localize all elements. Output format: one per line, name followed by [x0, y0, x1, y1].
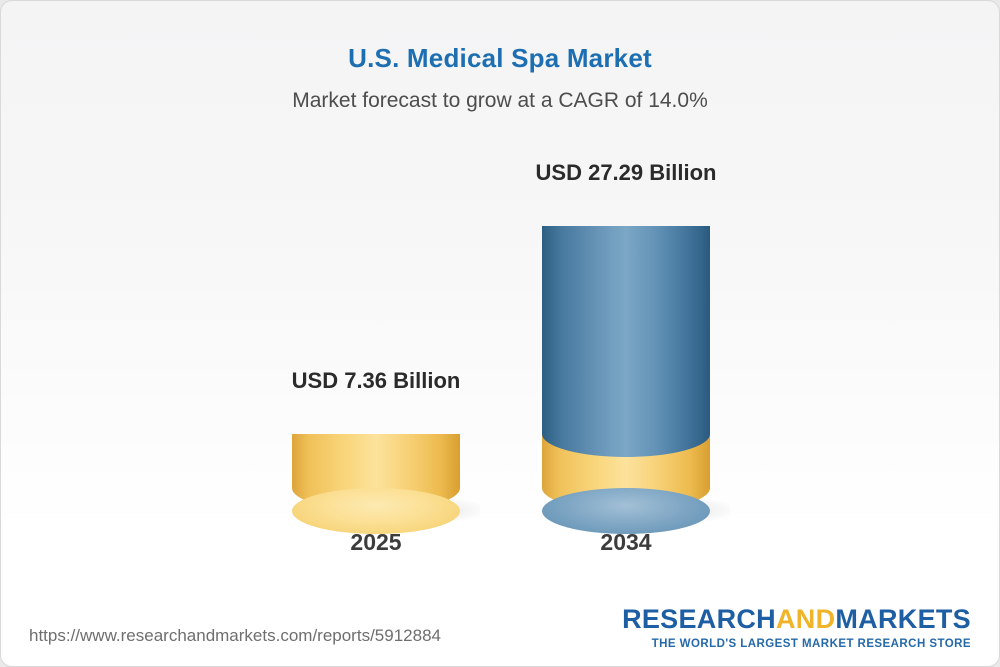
- chart-subtitle: Market forecast to grow at a CAGR of 14.…: [292, 89, 708, 112]
- report-url-link[interactable]: https://www.researchandmarkets.com/repor…: [29, 626, 441, 645]
- cylinder-2034-top: [542, 488, 710, 534]
- research-and-markets-logo: RESEARCHANDMARKETS THE WORLD'S LARGEST M…: [622, 606, 971, 651]
- cylinder-2025-top: [292, 488, 460, 534]
- logo-wordmark: RESEARCHANDMARKETS: [622, 606, 971, 633]
- axis-label-2034: 2034: [600, 529, 652, 555]
- chart-title: U.S. Medical Spa Market: [348, 43, 652, 73]
- axis-label-2025: 2025: [350, 529, 402, 555]
- logo-part-markets: MARKETS: [835, 604, 971, 634]
- cylinder-2034: [542, 226, 710, 511]
- logo-tagline: THE WORLD'S LARGEST MARKET RESEARCH STOR…: [651, 638, 971, 650]
- logo-part-and: AND: [775, 604, 836, 634]
- value-label-2025: USD 7.36 Billion: [291, 368, 461, 394]
- cylinder-2034-upper-segment: [542, 226, 710, 458]
- value-label-2034: USD 27.29 Billion: [535, 160, 717, 185]
- logo-part-research: RESEARCH: [622, 604, 776, 634]
